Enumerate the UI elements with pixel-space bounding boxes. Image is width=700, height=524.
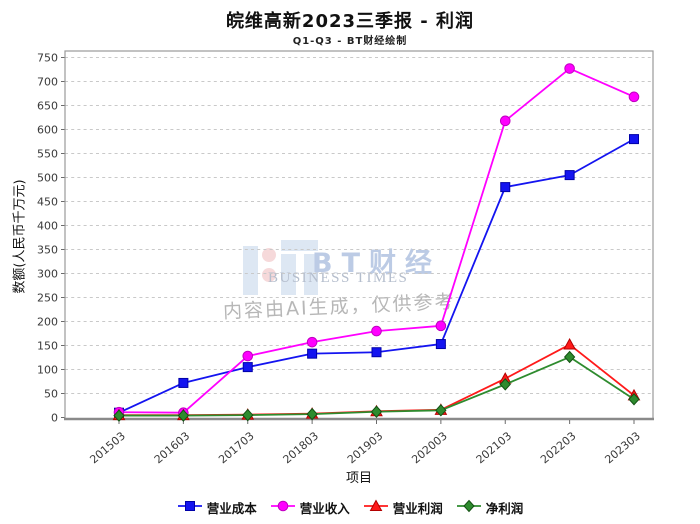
y-tick-label: 500: [37, 172, 58, 185]
chart-title: 皖维高新2023三季报 - 利润: [225, 11, 475, 32]
square-marker-icon: [435, 339, 446, 350]
circle-marker-icon: [499, 115, 511, 127]
square-marker-icon: [307, 348, 318, 359]
x-tick-label: 201903: [345, 429, 386, 466]
series-line-operating-revenue: [118, 67, 635, 414]
bt-logo-bar: [304, 254, 318, 295]
square-marker-icon: [371, 347, 382, 358]
y-tick-label: 400: [37, 220, 58, 233]
square-marker-icon: [184, 501, 195, 511]
y-tick-label: 450: [37, 196, 58, 209]
y-tick-label: 50: [44, 388, 58, 401]
x-tick-label: 202003: [409, 429, 450, 466]
triangle-marker-icon: [369, 499, 383, 511]
x-tick-label: 202303: [602, 429, 643, 466]
y-tick-label: 200: [37, 316, 58, 329]
triangle-marker-icon: [563, 338, 576, 350]
diamond-marker-icon: [177, 409, 190, 422]
square-marker-icon: [564, 170, 575, 181]
circle-marker-icon: [435, 320, 447, 332]
bt-logo-dot: [262, 268, 276, 282]
plot-border: [64, 50, 654, 420]
diamond-marker-icon: [456, 498, 482, 517]
x-tick-label: 201603: [152, 429, 193, 466]
diamond-marker-icon: [563, 350, 576, 364]
diamond-marker-icon: [306, 407, 318, 421]
bt-logo-bar: [243, 246, 258, 295]
legend-swatch: [270, 500, 295, 512]
y-tick-label: 100: [37, 364, 58, 377]
square-marker-icon: [242, 362, 253, 373]
y-tick-label: 350: [37, 244, 58, 257]
circle-marker-icon: [242, 350, 254, 362]
diamond-marker-icon: [242, 408, 254, 422]
y-tick-label: 650: [37, 100, 58, 113]
y-tick-label: 750: [37, 52, 58, 65]
y-tick-label: 150: [37, 340, 58, 353]
diamond-marker-icon: [628, 393, 640, 406]
y-tick-label: 300: [37, 268, 58, 281]
legend-swatch: [177, 501, 202, 511]
diamond-marker-icon: [435, 404, 447, 417]
legend-label: 营业收入: [299, 501, 350, 516]
circle-marker-icon: [277, 500, 289, 512]
legend-label: 营业利润: [392, 501, 443, 516]
legend-label: 营业成本: [206, 501, 257, 516]
x-tick-label: 202203: [538, 429, 579, 466]
bt-logo-icon: [243, 240, 321, 296]
legend-item-operating-cost: 营业成本: [177, 498, 257, 517]
bt-logo-dot: [262, 248, 276, 262]
legend: 营业成本 营业收入 营业利润 净利润: [0, 498, 700, 517]
square-marker-icon: [500, 182, 511, 193]
series-line-operating-cost: [118, 138, 635, 414]
circle-marker-icon: [564, 63, 575, 74]
legend-item-operating-revenue: 营业收入: [270, 498, 350, 517]
diamond-marker-icon: [113, 409, 125, 422]
y-tick-label: 600: [37, 124, 58, 137]
legend-swatch: [363, 499, 388, 511]
circle-marker-icon: [306, 336, 318, 348]
y-tick-label: 550: [37, 148, 58, 161]
circle-marker-icon: [270, 498, 296, 517]
y-tick-label: 250: [37, 292, 58, 305]
bt-logo-bar: [281, 254, 296, 295]
square-marker-icon: [629, 134, 639, 145]
y-tick-label: 700: [37, 76, 58, 89]
legend-swatch: [456, 499, 481, 513]
circle-marker-icon: [628, 91, 640, 103]
y-tick-label: 0: [51, 412, 58, 425]
legend-label: 净利润: [485, 501, 524, 516]
legend-item-operating-profit: 营业利润: [363, 498, 443, 517]
x-tick-label: 201803: [281, 429, 322, 466]
bt-logo-bar: [281, 240, 318, 251]
square-marker-icon: [178, 377, 189, 388]
diamond-marker-icon: [370, 405, 383, 418]
x-tick-label: 201503: [87, 429, 128, 466]
circle-marker-icon: [371, 325, 382, 337]
square-marker-icon: [177, 498, 203, 517]
legend-item-net-profit: 净利润: [456, 498, 524, 517]
x-tick-label: 201703: [216, 429, 257, 466]
diamond-marker-icon: [499, 378, 511, 391]
chart-subtitle: Q1-Q3 - BT财经绘制: [292, 36, 408, 47]
triangle-marker-icon: [363, 498, 389, 517]
diamond-marker-icon: [463, 499, 475, 513]
x-axis-label: 项目: [345, 471, 372, 486]
x-tick-label: 202103: [474, 429, 515, 466]
